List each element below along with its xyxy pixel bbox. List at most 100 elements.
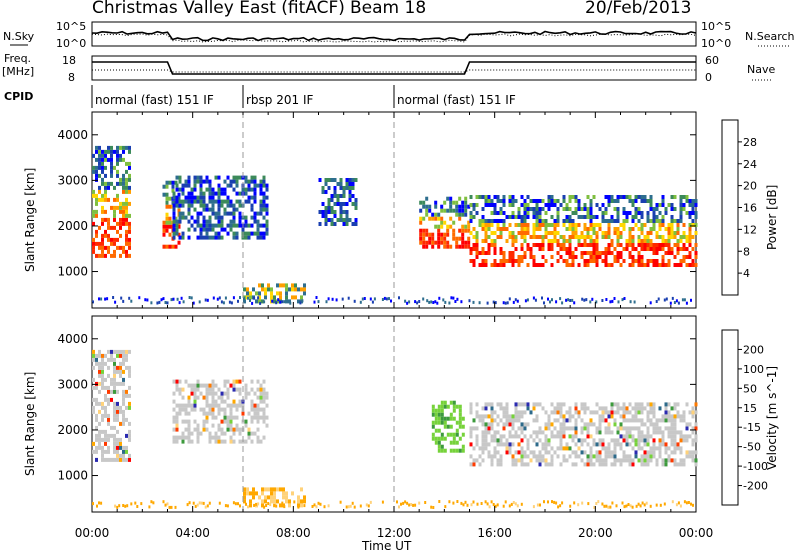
data-cell xyxy=(583,235,587,239)
data-cell xyxy=(690,298,692,302)
data-cell xyxy=(499,251,503,255)
data-cell xyxy=(541,223,545,227)
data-cell xyxy=(184,403,188,408)
data-cell xyxy=(452,296,455,300)
data-cell xyxy=(671,500,674,504)
data-cell xyxy=(496,235,500,239)
data-cell xyxy=(119,437,122,442)
data-cell xyxy=(589,211,593,215)
data-cell xyxy=(682,207,686,211)
data-cell xyxy=(646,231,650,235)
data-cell xyxy=(677,301,680,305)
data-cell xyxy=(211,403,215,408)
data-cell xyxy=(658,446,662,451)
data-cell xyxy=(202,191,206,196)
velocity-colorbar-label: Velocity [m s^-1] xyxy=(765,366,779,470)
data-cell xyxy=(589,203,593,207)
data-cell xyxy=(598,426,602,431)
data-cell xyxy=(621,501,624,505)
data-cell xyxy=(673,406,677,411)
data-cell xyxy=(119,373,122,378)
data-cell xyxy=(353,505,356,509)
data-cell xyxy=(461,236,465,241)
data-cell xyxy=(682,231,686,235)
data-cell xyxy=(239,296,241,299)
data-cell xyxy=(122,181,125,186)
data-cell xyxy=(574,255,578,259)
data-cell xyxy=(385,297,388,301)
data-cell xyxy=(330,194,334,198)
data-cell xyxy=(262,183,266,188)
data-cell xyxy=(437,404,441,409)
data-cell xyxy=(486,301,489,305)
data-cell xyxy=(101,205,104,210)
data-cell xyxy=(253,187,257,192)
data-cell xyxy=(262,399,266,404)
data-cell xyxy=(107,389,110,394)
data-cell xyxy=(458,204,462,209)
data-cell xyxy=(202,203,206,208)
data-cell xyxy=(440,436,444,441)
data-cell xyxy=(455,428,459,433)
data-cell xyxy=(682,195,686,199)
data-cell xyxy=(637,211,641,215)
data-cell xyxy=(685,454,689,459)
data-cell xyxy=(181,211,185,216)
data-cell xyxy=(571,211,575,215)
data-cell xyxy=(461,416,465,421)
data-cell xyxy=(226,199,230,204)
data-cell xyxy=(550,410,554,415)
colorbar-tick-label: -15 xyxy=(743,421,761,434)
data-cell xyxy=(547,442,551,447)
data-cell xyxy=(250,431,254,436)
data-cell xyxy=(345,210,349,214)
data-cell xyxy=(253,199,257,204)
data-cell xyxy=(229,415,233,420)
data-cell xyxy=(217,387,221,392)
data-cell xyxy=(481,207,485,211)
data-cell xyxy=(694,251,698,255)
data-cell xyxy=(244,175,248,180)
data-cell xyxy=(449,400,453,405)
data-cell xyxy=(520,227,524,231)
data-cell xyxy=(128,241,131,246)
data-cell xyxy=(685,195,689,199)
data-cell xyxy=(511,259,515,263)
data-cell xyxy=(604,259,608,263)
data-cell xyxy=(496,227,500,231)
data-cell xyxy=(217,211,221,216)
data-cell xyxy=(607,430,611,435)
data-cell xyxy=(559,422,563,427)
data-cell xyxy=(505,438,509,443)
data-cell xyxy=(175,227,179,232)
data-cell xyxy=(342,190,346,194)
data-cell xyxy=(116,193,119,198)
data-cell xyxy=(196,219,200,224)
data-cell xyxy=(675,299,678,303)
data-cell xyxy=(223,227,227,232)
data-cell xyxy=(502,199,506,203)
data-cell xyxy=(122,157,125,162)
data-cell xyxy=(404,299,407,303)
data-cell xyxy=(607,223,611,227)
data-cell xyxy=(675,503,678,507)
data-cell xyxy=(252,287,255,292)
data-cell xyxy=(202,235,206,240)
data-cell xyxy=(532,211,536,215)
data-cell xyxy=(559,434,563,439)
data-cell xyxy=(673,462,677,467)
data-cell xyxy=(125,417,128,422)
data-cell xyxy=(95,213,98,218)
data-cell xyxy=(238,387,242,392)
data-cell xyxy=(619,422,623,427)
data-cell xyxy=(200,501,203,505)
data-cell xyxy=(110,205,113,210)
data-cell xyxy=(125,241,128,246)
data-cell xyxy=(211,191,215,196)
data-cell xyxy=(610,239,614,243)
data-cell xyxy=(128,253,131,258)
data-cell xyxy=(493,438,497,443)
data-cell xyxy=(190,439,194,444)
data-cell xyxy=(265,403,269,408)
